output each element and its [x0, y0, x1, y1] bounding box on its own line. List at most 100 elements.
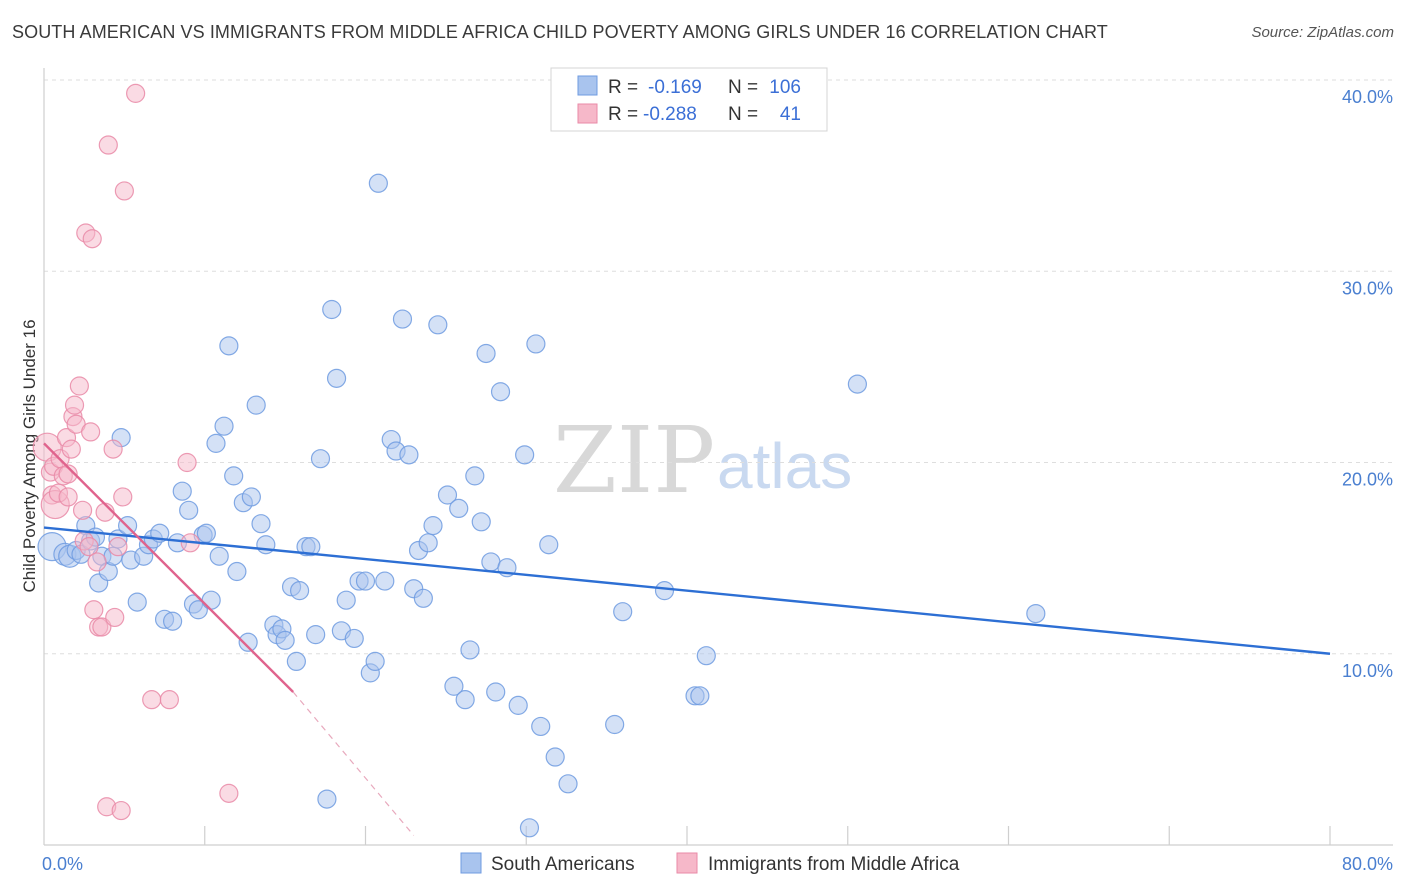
point-middle-africa-38	[177, 452, 197, 473]
legend-n-label-blue: N =	[728, 77, 758, 98]
point-south-american-32	[209, 546, 229, 566]
legend-n-value-blue: 106	[769, 77, 801, 98]
point-south-american-68	[392, 309, 413, 329]
legend-r-label-pink: R =	[608, 104, 638, 125]
point-south-american-80	[460, 640, 480, 660]
point-south-american-84	[481, 552, 501, 572]
point-south-american-54	[317, 789, 337, 809]
point-south-american-103	[1026, 603, 1046, 624]
legend-swatch-blue	[577, 75, 598, 96]
y-tick-labels: 10.0% 20.0% 30.0% 40.0%	[1342, 87, 1393, 681]
legend-bottom-label-blue: South Americans	[491, 854, 635, 875]
point-south-american-29	[196, 523, 216, 543]
point-south-american-74	[423, 516, 443, 536]
point-south-american-64	[368, 173, 388, 193]
point-south-american-34	[219, 336, 239, 356]
point-middle-africa-30	[105, 607, 125, 628]
point-south-american-86	[490, 382, 511, 402]
point-south-american-77	[444, 676, 464, 696]
point-middle-africa-22	[84, 600, 104, 620]
point-middle-africa-36	[142, 690, 162, 710]
chart-title: SOUTH AMERICAN VS IMMIGRANTS FROM MIDDLE…	[12, 22, 1108, 42]
point-south-american-31	[206, 433, 226, 453]
point-south-american-79	[455, 690, 475, 710]
series-south-americans	[37, 173, 1046, 838]
point-south-american-100	[690, 686, 710, 706]
point-middle-africa-25	[92, 617, 112, 637]
point-middle-africa-32	[111, 800, 131, 821]
point-middle-africa-19	[79, 537, 99, 557]
point-middle-africa-31	[108, 537, 128, 557]
point-south-american-49	[289, 581, 310, 601]
point-south-american-41	[251, 514, 271, 534]
trend-line-middle-africa-extension	[292, 691, 415, 836]
point-middle-africa-20	[81, 422, 101, 442]
point-south-american-88	[508, 695, 528, 715]
y-tick-label-30: 30.0%	[1342, 278, 1393, 298]
point-south-american-59	[344, 628, 364, 649]
point-middle-africa-11	[61, 439, 81, 459]
point-south-american-56	[326, 368, 347, 388]
point-middle-africa-34	[114, 181, 134, 201]
grid-lines	[44, 79, 1393, 655]
point-south-american-30	[201, 590, 221, 610]
point-south-american-51	[301, 537, 321, 557]
point-south-american-85	[486, 682, 506, 702]
point-south-american-46	[275, 630, 295, 650]
point-middle-africa-37	[159, 690, 179, 710]
legend-n-label-pink: N =	[728, 104, 758, 125]
legend-bottom-label-pink: Immigrants from Middle Africa	[708, 854, 960, 875]
y-tick-label-20: 20.0%	[1342, 470, 1393, 490]
legend-r-label-blue: R =	[608, 77, 638, 98]
legend-bottom-swatch-blue	[460, 852, 482, 874]
point-middle-africa-9	[58, 464, 78, 484]
point-south-american-96	[605, 714, 625, 735]
point-south-american-63	[365, 651, 385, 672]
point-south-american-89	[515, 445, 535, 465]
x-tick-label-min: 0.0%	[42, 854, 83, 874]
chart-source: Source: ZipAtlas.com	[1251, 24, 1394, 41]
point-south-american-73	[418, 533, 438, 553]
point-south-american-25	[179, 500, 199, 520]
point-south-american-78	[449, 498, 469, 518]
point-south-american-53	[310, 449, 331, 469]
trend-lines	[43, 442, 1331, 836]
x-tick-label-max: 80.0%	[1342, 854, 1393, 874]
point-south-american-102	[847, 374, 867, 394]
point-middle-africa-28	[98, 135, 118, 155]
point-south-american-82	[471, 512, 491, 532]
point-middle-africa-33	[113, 487, 133, 507]
point-middle-africa-13	[64, 395, 85, 415]
point-south-american-93	[539, 535, 559, 555]
point-middle-africa-35	[126, 83, 146, 103]
legend-bottom-swatch-pink	[676, 852, 698, 874]
point-south-american-58	[336, 590, 356, 610]
legend-bottom: South Americans Immigrants from Middle A…	[460, 852, 960, 875]
point-south-american-27	[188, 600, 208, 620]
trend-line-south-americans	[43, 526, 1331, 655]
point-south-american-91	[526, 334, 546, 354]
point-south-american-81	[465, 466, 485, 486]
point-south-american-69	[399, 445, 419, 465]
point-south-american-76	[437, 485, 458, 505]
point-south-american-39	[241, 487, 261, 507]
point-south-american-61	[355, 571, 376, 591]
point-south-american-75	[428, 315, 448, 335]
point-south-american-22	[163, 611, 183, 631]
legend-top: R = -0.169 N = 106 R = -0.288 N = 41	[550, 67, 828, 132]
point-south-american-36	[227, 561, 247, 582]
point-south-american-98	[654, 581, 675, 601]
point-south-american-40	[246, 395, 266, 415]
legend-r-value-pink: -0.288	[643, 104, 697, 125]
trend-line-middle-africa	[43, 442, 295, 693]
point-south-american-94	[545, 747, 565, 767]
point-middle-africa-16	[72, 500, 93, 520]
point-south-american-48	[286, 651, 306, 672]
point-south-american-90	[519, 818, 540, 838]
point-south-american-33	[214, 416, 234, 436]
point-south-american-55	[322, 299, 342, 320]
y-axis-title: Child Poverty Among Girls Under 16	[20, 319, 39, 592]
point-middle-africa-29	[103, 439, 123, 459]
watermark-atlas: atlas	[717, 430, 852, 502]
y-tick-label-40: 40.0%	[1342, 87, 1393, 107]
